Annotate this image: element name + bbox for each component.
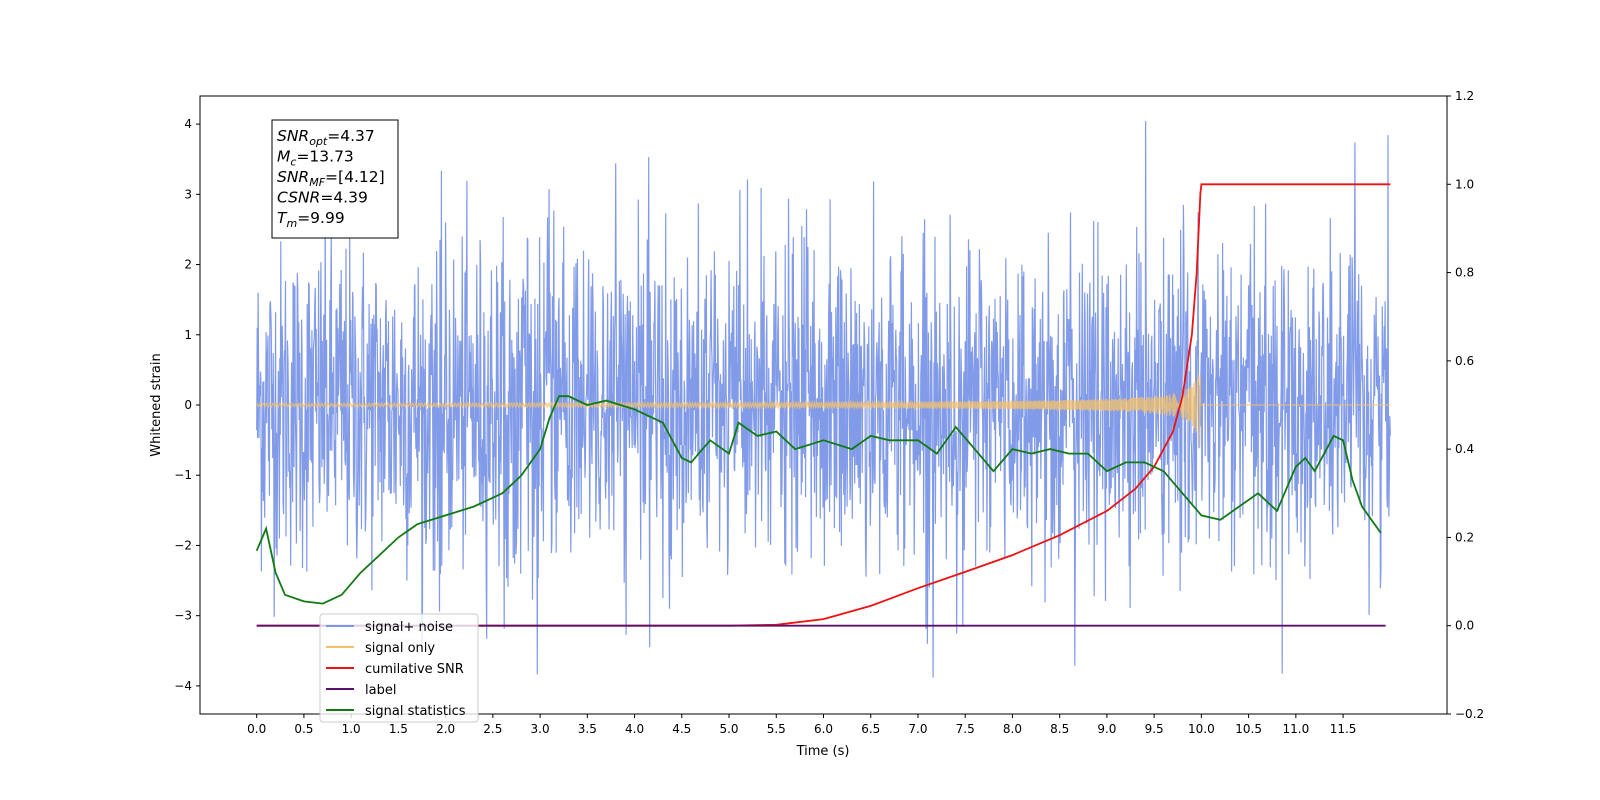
annotation-line: SNRopt=4.37 bbox=[277, 127, 375, 148]
series-signal-only bbox=[256, 375, 1391, 447]
series-signal-noise bbox=[256, 121, 1391, 678]
x-tick-label: 3.0 bbox=[531, 722, 550, 736]
x-tick-label: 10.0 bbox=[1188, 722, 1215, 736]
y2-tick-label: 0.8 bbox=[1455, 266, 1474, 280]
y-tick-label: −1 bbox=[174, 468, 192, 482]
annotation-line: SNRMF=[4.12] bbox=[277, 168, 385, 189]
x-tick-label: 2.0 bbox=[436, 722, 455, 736]
annotation-line: Mc=13.73 bbox=[277, 148, 354, 169]
series-layer bbox=[255, 121, 1391, 678]
x-tick-label: 3.5 bbox=[578, 722, 597, 736]
y2-tick-label: 1.2 bbox=[1455, 89, 1474, 103]
legend-label: cumilative SNR bbox=[365, 662, 464, 677]
x-tick-label: 4.5 bbox=[672, 722, 691, 736]
x-tick-label: 7.5 bbox=[956, 722, 975, 736]
x-tick-label: 2.5 bbox=[483, 722, 502, 736]
y2-tick-label: 0.2 bbox=[1455, 530, 1474, 544]
x-tick-label: 9.0 bbox=[1097, 722, 1116, 736]
x-axis: 0.0 0.5 1.0 1.5 2.0 2.5 3.0 3.5 4.0 4.5 5.0 5.5 6.0 6… bbox=[247, 714, 1356, 736]
y2-tick-label: 1.0 bbox=[1455, 177, 1474, 191]
annotation-box bbox=[271, 119, 399, 239]
y2-tick-label: 0.6 bbox=[1455, 354, 1474, 368]
x-tick-label: 11.5 bbox=[1330, 722, 1357, 736]
y-tick-label: 3 bbox=[184, 187, 192, 201]
y-tick-label: −4 bbox=[174, 679, 192, 693]
y-tick-label: −2 bbox=[174, 538, 192, 552]
legend-label: label bbox=[365, 683, 396, 698]
x-tick-label: 7.0 bbox=[908, 722, 927, 736]
y-tick-label: −3 bbox=[174, 609, 192, 623]
legend-box bbox=[319, 613, 479, 723]
series-signal-statistics bbox=[255, 395, 1382, 605]
y2-tick-label: −0.2 bbox=[1455, 707, 1484, 721]
x-tick-label: 8.5 bbox=[1050, 722, 1069, 736]
y-tick-label: 0 bbox=[184, 398, 192, 412]
legend: signal+ noise signal only cumilative SNR la… bbox=[319, 613, 479, 723]
x-tick-label: 1.0 bbox=[342, 722, 361, 736]
y-axis-label: Whitened strain bbox=[149, 353, 164, 456]
x-tick-label: 0.0 bbox=[247, 722, 266, 736]
x-tick-label: 10.5 bbox=[1235, 722, 1262, 736]
legend-label: signal+ noise bbox=[365, 620, 453, 635]
x-tick-label: 6.5 bbox=[861, 722, 880, 736]
x-axis-label: Time (s) bbox=[796, 744, 850, 759]
x-tick-label: 5.0 bbox=[719, 722, 738, 736]
x-tick-label: 11.0 bbox=[1282, 722, 1309, 736]
x-tick-label: 4.0 bbox=[625, 722, 644, 736]
y2-tick-label: 0.4 bbox=[1455, 442, 1474, 456]
y-tick-label: 2 bbox=[184, 258, 192, 272]
x-tick-label: 8.0 bbox=[1003, 722, 1022, 736]
x-tick-label: 5.5 bbox=[767, 722, 786, 736]
x-tick-label: 0.5 bbox=[294, 722, 313, 736]
x-tick-label: 1.5 bbox=[389, 722, 408, 736]
legend-label: signal statistics bbox=[365, 704, 466, 719]
annotation-line: CSNR=4.39 bbox=[277, 189, 368, 207]
stats-annotation: SNRopt=4.37Mc=13.73SNRMF=[4.12]CSNR=4.39… bbox=[271, 119, 399, 239]
series-cumilative-snr bbox=[256, 183, 1391, 627]
y-axis-left: 4 3 2 1 0 −1 −2 −3 −4 bbox=[174, 117, 200, 693]
x-tick-label: 6.0 bbox=[814, 722, 833, 736]
annotation-line: Tm=9.99 bbox=[277, 209, 345, 230]
y-axis-right: 1.2 1.0 0.8 0.6 0.4 0.2 0.0 −0.2 bbox=[1447, 89, 1484, 721]
x-tick-label: 9.5 bbox=[1145, 722, 1164, 736]
y2-tick-label: 0.0 bbox=[1455, 619, 1474, 633]
y-tick-label: 4 bbox=[184, 117, 192, 131]
legend-label: signal only bbox=[365, 641, 435, 656]
y-tick-label: 1 bbox=[184, 328, 192, 342]
